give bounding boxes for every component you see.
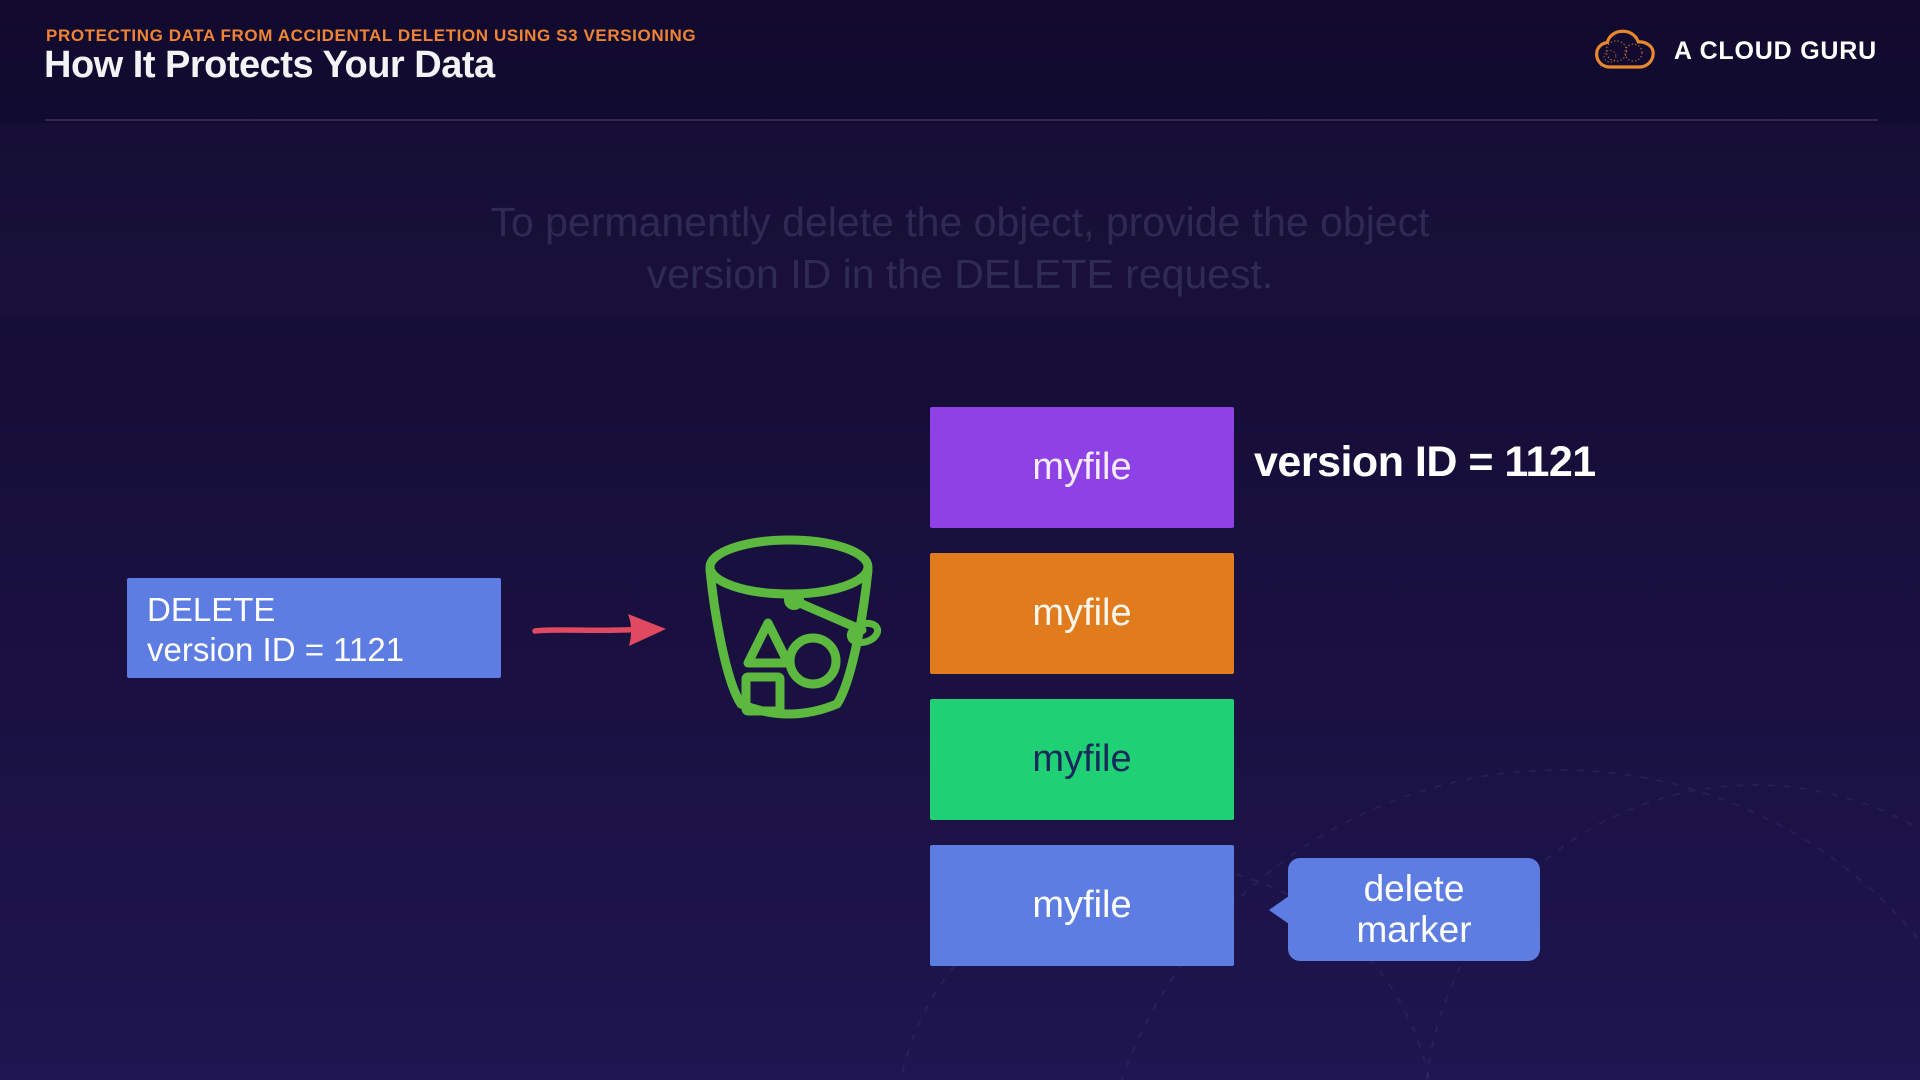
hand-drawn-arrow-right-icon [532,614,666,646]
version-box-label: myfile [1032,446,1132,488]
acloudguru-logo: A CLOUD GURU [1594,28,1877,74]
s3-bucket-icon [705,535,882,719]
logo-wordmark: A CLOUD GURU [1673,36,1877,65]
version-box-1121: myfile [930,407,1234,528]
header-divider [45,119,1878,121]
version-stack: myfile myfile myfile myfile [930,407,1234,991]
fading-note-line2: version ID in the DELETE request. [646,251,1274,298]
version-box-2: myfile [930,553,1234,674]
version-box-label: myfile [1032,738,1132,780]
fading-note-line1: To permanently delete the object, provid… [490,199,1430,245]
lesson-eyebrow: PROTECTING DATA FROM ACCIDENTAL DELETION… [46,26,697,45]
version-box-label: myfile [1032,592,1132,634]
version-box-3: myfile [930,699,1234,820]
version-box-label: myfile [1032,884,1132,926]
fading-note: To permanently delete the object, provid… [0,196,1920,301]
page-title: How It Protects Your Data [44,44,495,86]
delete-request-box: DELETE version ID = 1121 [127,578,501,678]
delete-marker-line1: delete [1363,867,1465,909]
delete-request-line1: DELETE [147,591,276,628]
delete-request-line2: version ID = 1121 [147,631,405,669]
delete-marker-line2: marker [1356,908,1472,950]
cloud-logo-icon [1594,29,1655,69]
delete-marker-bubble: delete marker [1288,858,1540,961]
version-id-label: version ID = 1121 [1254,438,1596,486]
version-box-delete-marker: myfile [930,845,1234,966]
